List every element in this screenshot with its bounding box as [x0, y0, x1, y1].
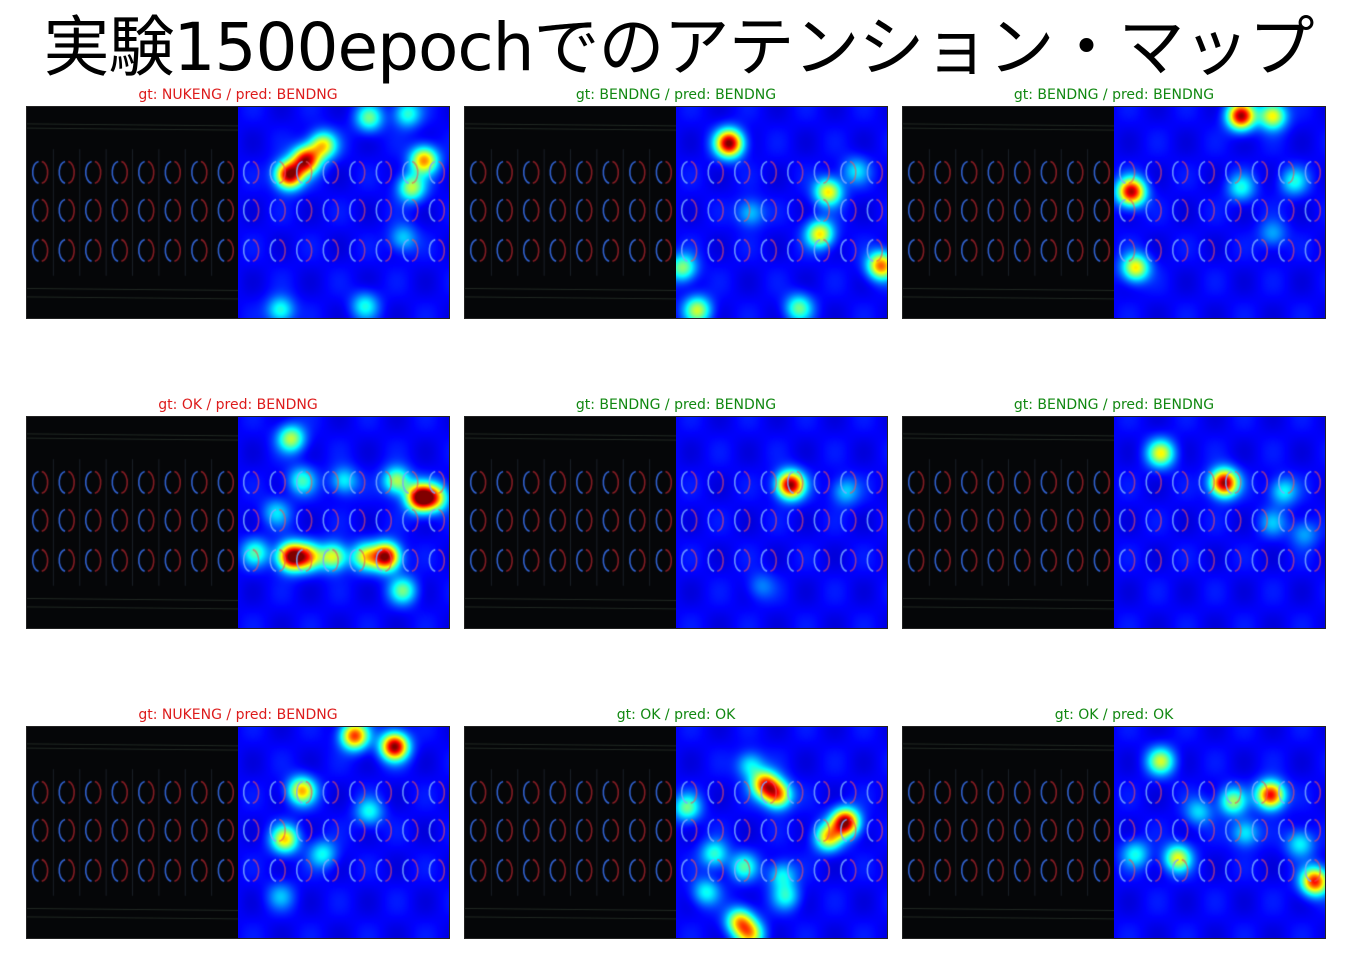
original-image: [903, 107, 1114, 318]
original-image: [465, 107, 676, 318]
panel-caption: gt: BENDNG / pred: BENDNG: [575, 397, 777, 413]
panel-frame: [464, 416, 888, 629]
panel-frame: [902, 726, 1326, 939]
attention-panel: gt: OK / pred: OK: [902, 706, 1326, 939]
panel-caption: gt: NUKENG / pred: BENDNG: [138, 707, 338, 723]
original-image: [903, 417, 1114, 628]
attention-heatmap: [238, 107, 449, 318]
attention-heatmap: [676, 417, 887, 628]
panel-frame: [26, 726, 450, 939]
attention-heatmap: [238, 417, 449, 628]
attention-heatmap: [238, 727, 449, 938]
attention-heatmap: [1114, 727, 1325, 938]
attention-panel: gt: BENDNG / pred: BENDNG: [464, 396, 888, 629]
attention-heatmap: [1114, 107, 1325, 318]
page-title: 実験1500epochでのアテンション・マップ: [43, 9, 1315, 86]
original-image: [465, 417, 676, 628]
attention-heatmap: [676, 107, 887, 318]
panel-frame: [464, 106, 888, 319]
panel-frame: [26, 106, 450, 319]
attention-heatmap: [676, 727, 887, 938]
panel-caption: gt: BENDNG / pred: BENDNG: [1013, 87, 1215, 103]
panel-frame: [464, 726, 888, 939]
original-image: [465, 727, 676, 938]
panel-caption: gt: OK / pred: OK: [616, 707, 736, 723]
original-image: [903, 727, 1114, 938]
panel-caption: gt: BENDNG / pred: BENDNG: [1013, 397, 1215, 413]
panel-caption: gt: BENDNG / pred: BENDNG: [575, 87, 777, 103]
panel-frame: [902, 106, 1326, 319]
panel-frame: [26, 416, 450, 629]
original-image: [27, 727, 238, 938]
attention-panel: gt: NUKENG / pred: BENDNG: [26, 706, 450, 939]
attention-panel: gt: NUKENG / pred: BENDNG: [26, 86, 450, 319]
attention-panel: gt: BENDNG / pred: BENDNG: [902, 86, 1326, 319]
panel-frame: [902, 416, 1326, 629]
panel-caption: gt: OK / pred: OK: [1054, 707, 1174, 723]
attention-heatmap: [1114, 417, 1325, 628]
attention-panel: gt: BENDNG / pred: BENDNG: [464, 86, 888, 319]
original-image: [27, 107, 238, 318]
panel-caption: gt: NUKENG / pred: BENDNG: [138, 87, 338, 103]
attention-panel: gt: OK / pred: BENDNG: [26, 396, 450, 629]
panel-caption: gt: OK / pred: BENDNG: [158, 397, 318, 413]
attention-panel: gt: OK / pred: OK: [464, 706, 888, 939]
original-image: [27, 417, 238, 628]
attention-panel: gt: BENDNG / pred: BENDNG: [902, 396, 1326, 629]
